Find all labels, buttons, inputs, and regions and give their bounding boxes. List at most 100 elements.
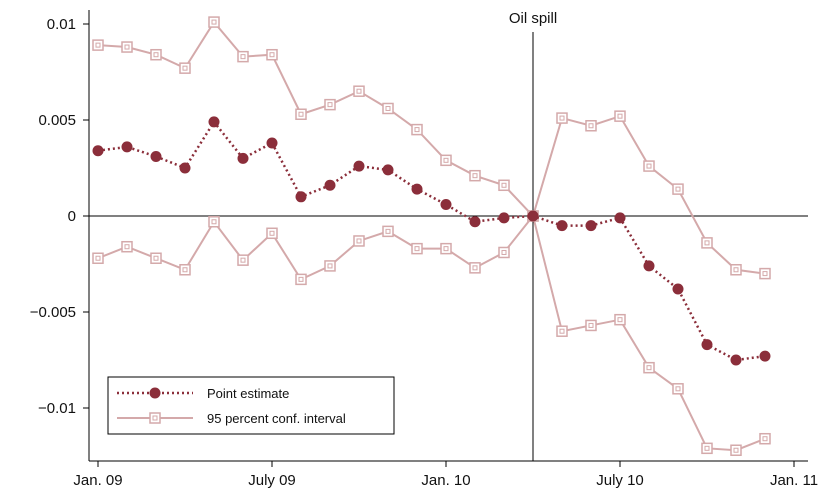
point-estimate-marker [614,212,626,224]
ci-upper-marker [179,62,191,74]
ci-upper-marker-inner [414,127,420,133]
ci-lower-marker-inner [327,263,333,269]
ci-upper-marker-inner [298,111,304,117]
legend-ci-marker-inner [152,415,158,421]
ci-upper-marker-inner [588,123,594,129]
ci-upper-marker [585,120,597,132]
ci-lower-marker [556,325,568,337]
ci-upper-marker-inner [269,52,275,58]
ci-lower-marker [382,225,394,238]
point-estimate-marker [295,191,307,203]
ci-lower-marker-inner [95,255,101,261]
ci-lower-marker [92,252,104,264]
ci-lower-marker-inner [385,228,391,234]
ci-upper-marker [237,50,249,63]
ci-lower-marker-inner [501,249,507,255]
point-estimate-marker [411,183,423,195]
axes: −0.01 −0.005 0 0.005 0.01 Jan. 09 July 09 Jan. … [30,10,818,489]
ci-lower-marker-inner [704,445,710,451]
point-estimate-marker [672,283,684,295]
point-estimate-marker [759,350,771,362]
ci-upper-marker-inner [675,186,681,192]
y-tick-label: −0.01 [38,400,76,417]
ci-lower-marker-inner [356,238,362,244]
ci-lower-marker-inner [182,267,188,273]
ci-upper-marker-inner [762,271,768,277]
ci-lower-marker-inner [124,244,130,250]
ci-upper-marker [266,48,278,61]
ci-upper-marker-inner [559,115,565,121]
ci-upper-marker [556,112,568,124]
ci-lower-marker [411,242,423,255]
ci-lower-marker-inner [733,447,739,453]
ci-upper-marker [353,85,365,97]
ci-lower-marker [701,442,713,455]
ci-upper-marker-inner [733,267,739,273]
point-estimate-marker [585,220,597,232]
ci-lower-marker-inner [414,246,420,252]
ci-upper-marker-inner [356,88,362,94]
ci-lower-marker-inner [269,230,275,236]
point-estimate-marker [498,212,510,224]
ci-lower-marker [643,361,655,374]
ci-upper-marker [469,169,481,182]
legend-label-ci: 95 percent conf. interval [207,411,346,426]
ci-lower-marker [672,383,684,395]
legend: Point estimate 95 percent conf. interval [107,376,395,435]
ci-lower-marker-inner [617,317,623,323]
ci-upper-marker [150,48,162,61]
x-tick-label: Jan. 10 [421,472,470,489]
ci-lower-marker-inner [559,328,565,334]
point-estimate-marker [353,160,365,172]
ci-lower-marker [179,264,191,276]
ci-upper-marker [440,154,452,167]
ci-lower-marker [759,432,771,445]
point-estimate-marker [179,162,191,174]
legend-box [107,376,395,435]
y-tick-label: 0.005 [38,112,76,129]
ci-upper-marker [295,108,307,120]
point-estimate-marker [92,145,104,157]
ci-lower-marker-inner [153,255,159,261]
ci-upper-marker-inner [704,240,710,246]
ci-lower-marker-inner [588,322,594,328]
point-estimate-marker [150,150,162,162]
point-estimate-marker [208,116,220,128]
y-tick-label: −0.005 [30,304,76,321]
ci-lower-marker [498,246,510,259]
ci-upper-marker-inner [327,102,333,108]
ci-upper-series [92,16,771,280]
y-tick-label: 0 [68,208,76,225]
point-estimate-line [97,119,766,362]
point-estimate-marker [382,164,394,176]
ci-lower-marker-inner [443,246,449,252]
ci-lower-marker-inner [646,365,652,371]
point-estimate-marker [730,354,742,366]
ci-lower-series [92,210,771,456]
ci-upper-marker-inner [182,65,188,71]
point-estimate-marker [556,220,568,232]
ci-upper-marker-inner [95,42,101,48]
point-estimate-marker [643,260,655,272]
point-estimate-marker [701,339,713,351]
ci-lower-marker [208,216,220,228]
x-tick-label: Jan. 11 [770,472,818,489]
ci-upper-marker-inner [385,105,391,111]
ci-lower-marker [353,235,365,247]
ci-upper-marker [411,123,423,136]
ci-lower-marker-inner [298,276,304,282]
x-tick-label: July 10 [596,472,644,489]
x-tick-label: July 09 [248,472,296,489]
point-estimate-marker [527,210,539,222]
ci-lower-marker [121,240,133,253]
y-tick-label: 0.01 [47,16,76,33]
ci-lower-marker-inner [675,386,681,392]
point-estimate-series [92,116,771,366]
legend-ci-marker [149,412,161,424]
ci-upper-marker-inner [646,163,652,169]
ci-upper-marker-inner [501,182,507,188]
ci-lower-marker [150,252,162,264]
ci-upper-marker-inner [240,54,246,60]
ci-lower-marker-inner [762,436,768,442]
